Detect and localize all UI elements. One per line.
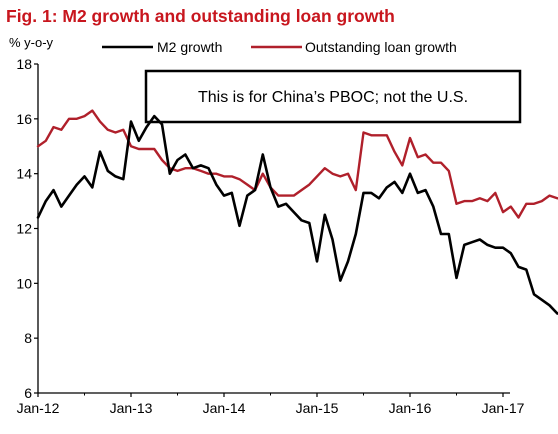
y-tick-label: 18: [16, 56, 32, 72]
legend: M2 growth Outstanding loan growth: [102, 39, 457, 55]
series-line-loan-growth: [36, 109, 558, 219]
x-tick-label: Jan-15: [296, 400, 339, 416]
x-tick-label: Jan-12: [17, 400, 60, 416]
y-tick-label: 12: [16, 221, 32, 237]
y-tick-label: 8: [24, 330, 32, 346]
x-tick-label: Jan-16: [389, 400, 432, 416]
axes: 6 8 10 12 14 16 18 Jan-12 Jan-13 Jan-14 Jan-15 Jan-…: [16, 56, 525, 416]
chart-title: Fig. 1: M2 growth and outstanding loan g…: [6, 6, 395, 26]
legend-label-m2: M2 growth: [157, 39, 222, 55]
y-tick-label: 6: [24, 385, 32, 401]
x-tick-label: Jan-14: [203, 400, 246, 416]
y-axis-label: % y-o-y: [9, 35, 54, 50]
annotation-text: This is for China’s PBOC; not the U.S.: [198, 89, 468, 106]
y-tick-label: 10: [16, 275, 32, 291]
y-tick-label: 14: [16, 166, 32, 182]
series-lines: [36, 109, 558, 315]
legend-label-loans: Outstanding loan growth: [305, 39, 457, 55]
series-line-m2-growth: [36, 114, 558, 315]
y-tick-label: 16: [16, 111, 32, 127]
annotation-box: [144, 69, 522, 124]
x-tick-label: Jan-17: [482, 400, 525, 416]
x-tick-label: Jan-13: [110, 400, 153, 416]
